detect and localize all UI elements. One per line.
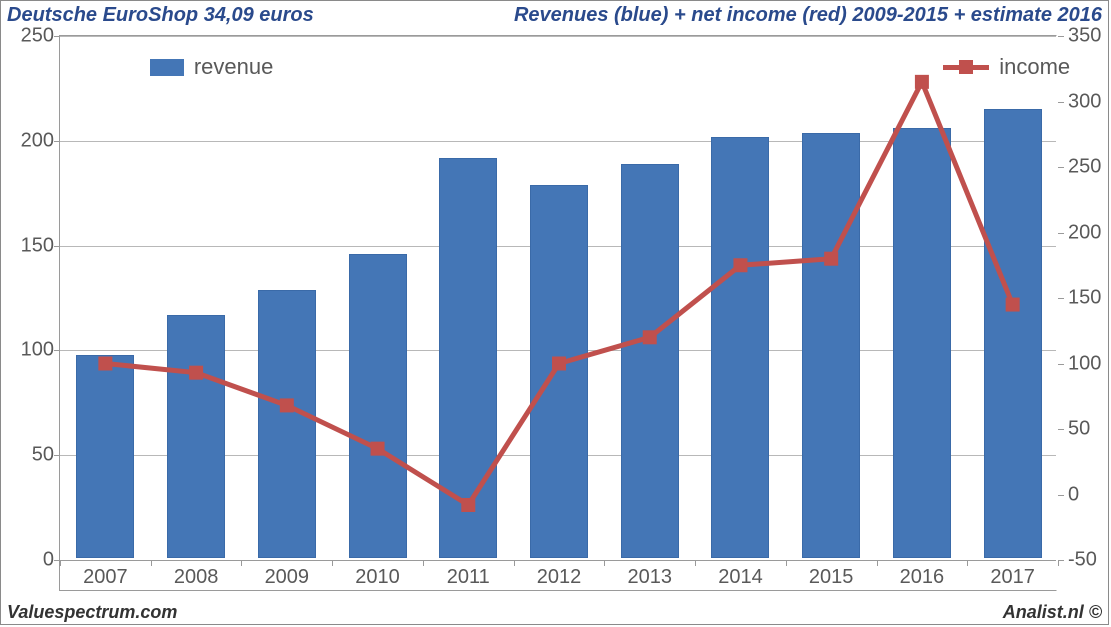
income-marker	[1006, 298, 1020, 312]
x-label: 2010	[355, 566, 400, 589]
chart-footer: Valuespectrum.com Analist.nl ©	[1, 600, 1108, 624]
x-label: 2009	[265, 566, 310, 589]
x-tick	[241, 560, 242, 566]
y-left-label: 50	[4, 444, 54, 467]
source-right: Analist.nl ©	[1003, 602, 1102, 623]
y-right-label: 300	[1068, 90, 1111, 113]
x-label: 2013	[627, 566, 672, 589]
y-left-label: 150	[4, 234, 54, 257]
x-axis-line	[60, 560, 1056, 561]
title-left: Deutsche EuroShop 34,09 euros	[7, 4, 314, 27]
legend-income-marker	[959, 60, 973, 74]
y-right-tick	[1058, 429, 1064, 430]
x-label: 2008	[174, 566, 219, 589]
y-right-label: 150	[1068, 287, 1111, 310]
x-tick	[877, 560, 878, 566]
income-marker	[461, 498, 475, 512]
y-right-tick	[1058, 364, 1064, 365]
income-marker	[98, 357, 112, 371]
y-left-label: 200	[4, 129, 54, 152]
x-label: 2007	[83, 566, 128, 589]
y-right-label: 100	[1068, 352, 1111, 375]
y-right-label: 350	[1068, 25, 1111, 48]
y-right-tick	[1058, 298, 1064, 299]
legend-income-swatch	[943, 65, 989, 70]
x-label: 2017	[990, 566, 1035, 589]
y-right-tick	[1058, 102, 1064, 103]
x-tick	[967, 560, 968, 566]
x-tick	[332, 560, 333, 566]
income-marker	[189, 366, 203, 380]
income-line	[60, 36, 1058, 560]
y-right-tick	[1058, 167, 1064, 168]
x-tick	[695, 560, 696, 566]
income-marker	[371, 442, 385, 456]
income-marker	[824, 252, 838, 266]
x-tick	[514, 560, 515, 566]
y-left-label: 0	[4, 549, 54, 572]
y-right-tick	[1058, 233, 1064, 234]
x-label: 2016	[900, 566, 945, 589]
x-tick	[151, 560, 152, 566]
source-left: Valuespectrum.com	[7, 602, 177, 623]
x-tick	[1058, 560, 1059, 566]
legend-revenue-swatch	[150, 59, 184, 76]
income-marker	[280, 398, 294, 412]
x-tick	[60, 560, 61, 566]
x-tick	[423, 560, 424, 566]
y-right-label: 200	[1068, 221, 1111, 244]
legend-income: income	[943, 54, 1070, 80]
y-right-label: 50	[1068, 418, 1111, 441]
legend-revenue-label: revenue	[194, 54, 274, 80]
income-marker	[733, 258, 747, 272]
x-tick	[786, 560, 787, 566]
income-marker	[915, 75, 929, 89]
x-label: 2014	[718, 566, 763, 589]
chart-header: Deutsche EuroShop 34,09 euros Revenues (…	[1, 1, 1108, 29]
income-marker	[552, 357, 566, 371]
x-label: 2015	[809, 566, 854, 589]
y-right-label: 0	[1068, 483, 1111, 506]
y-left-label: 250	[4, 25, 54, 48]
plot-area: 050100150200250-500501001502002503003502…	[59, 35, 1057, 591]
y-right-tick	[1058, 495, 1064, 496]
y-right-label: 250	[1068, 156, 1111, 179]
title-right: Revenues (blue) + net income (red) 2009-…	[514, 4, 1102, 27]
y-right-tick	[1058, 36, 1064, 37]
y-left-label: 100	[4, 339, 54, 362]
chart-frame: Deutsche EuroShop 34,09 euros Revenues (…	[0, 0, 1109, 625]
x-label: 2012	[537, 566, 582, 589]
x-label: 2011	[447, 566, 490, 589]
income-marker	[643, 330, 657, 344]
legend-income-label: income	[999, 54, 1070, 80]
y-right-label: -50	[1068, 549, 1111, 572]
legend-revenue: revenue	[150, 54, 274, 80]
x-tick	[604, 560, 605, 566]
